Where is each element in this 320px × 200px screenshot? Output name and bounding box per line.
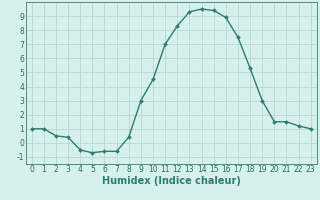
X-axis label: Humidex (Indice chaleur): Humidex (Indice chaleur) <box>102 176 241 186</box>
